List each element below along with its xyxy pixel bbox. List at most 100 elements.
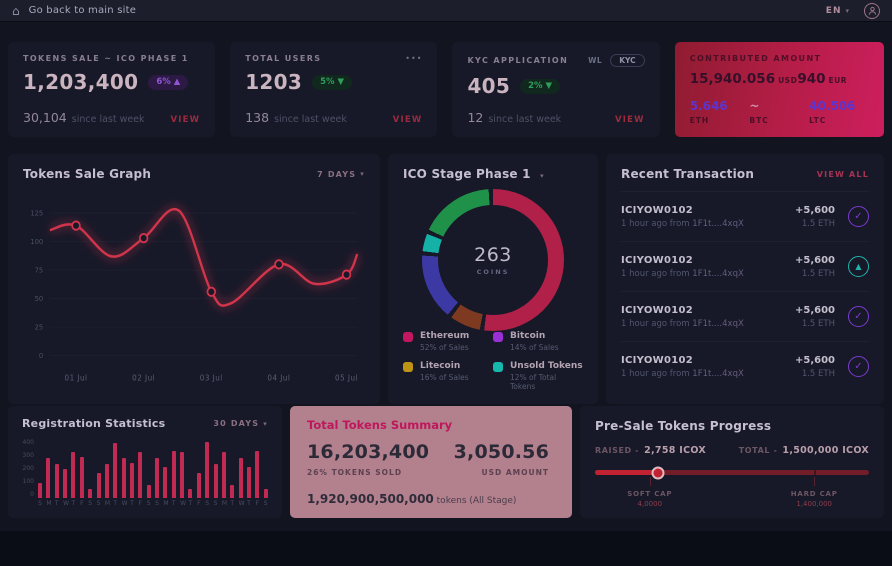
footer-strip [0,531,892,566]
donut-center: 263 COINS [422,189,564,331]
hard-cap-label: HARD CAP [790,490,838,498]
svg-text:125: 125 [30,209,43,217]
eur-unit: EUR [828,76,847,85]
triangle-up-icon: ▲ [848,256,869,277]
total-label: TOTAL - [738,446,778,455]
card-label: KYC APPLICATION [467,56,569,65]
tokens-sold-label: 26% TOKENS SOLD [307,468,403,477]
ethereum-swatch [403,332,413,342]
change-badge: 2% ▼ [520,78,561,94]
eth-unit: ETH [689,116,710,125]
legend-name: Litecoin [420,361,461,371]
transaction-eth: 1.5 ETH [801,318,835,329]
ico-stage-panel: ICO Stage Phase 1 ▾ 263 COINS Ethereum 5… [388,154,598,404]
transaction-eth: 1.5 ETH [801,368,835,379]
delta-value: 30,104 [23,110,67,125]
total-users-value: 1203 [245,70,303,94]
transaction-row[interactable]: ICIYOW0102 1 hour ago from 1F1t....4xqX … [621,291,869,341]
usd-unit: USD [778,76,798,85]
bottom-row: Registration Statistics 30 DAYS ▾ 400 300… [8,406,884,518]
tokens-sold-value: 16,203,400 [307,441,430,463]
total-value: 1,500,000 ICOX [782,445,869,456]
hard-cap-notch [814,470,817,475]
hard-cap-tick [814,477,816,486]
view-all-button[interactable]: VIEW ALL [816,169,869,179]
svg-text:05 Jul: 05 Jul [335,373,358,382]
raised-label: RAISED - [595,446,640,455]
donut-legend: Ethereum 52% of Sales Bitcoin 14% of Sal… [403,331,583,391]
range-label: 7 DAYS [317,169,357,179]
soft-cap: SOFT CAP 4,0000 [627,490,672,508]
slider-handle[interactable] [651,466,665,479]
tokens-sale-graph-panel: Tokens Sale Graph 7 DAYS ▾ 0 25 50 75 100 125… [8,154,380,404]
legend-item-unsold-tokens: Unsold Tokens 12% of Total Tokens [493,361,583,391]
transaction-id: ICIYOW0102 [621,254,694,266]
soft-cap-label: SOFT CAP [627,490,673,498]
check-icon: ✓ [848,306,869,327]
transaction-row[interactable]: ICIYOW0102 1 hour ago from 1F1t....4xqX … [621,191,869,241]
home-icon[interactable]: ⌂ [12,3,20,18]
stats-row: TOKENS SALE ~ ICO PHASE 1 1,203,400 6% ▲… [8,42,884,137]
view-button[interactable]: VIEW [170,115,201,125]
transaction-eth: 1.5 ETH [801,268,835,279]
transaction-time: 1 hour ago from [621,268,690,279]
transaction-row[interactable]: ICIYOW0102 1 hour ago from 1F1t....4xqX … [621,341,869,391]
transaction-row[interactable]: ICIYOW0102 1 hour ago from 1F1t....4xqX … [621,241,869,291]
range-dropdown[interactable]: 7 DAYS ▾ [317,170,365,179]
hard-cap: HARD CAP 1,400,000 [791,490,838,508]
bars [38,439,268,498]
btc-amount: ~ BTC [749,99,809,125]
panel-title: Recent Transaction [621,167,755,181]
svg-text:0: 0 [39,352,43,360]
more-menu-icon[interactable]: ••• [405,54,423,63]
soft-cap-tick [649,477,651,486]
language-selector[interactable]: EN ▾ [826,6,850,16]
topbar: ⌂ Go back to main site EN ▾ [0,0,892,22]
range-label: 30 DAYS [213,419,260,428]
donut-hole [438,205,548,315]
view-button[interactable]: VIEW [614,115,645,125]
chevron-down-icon: ▾ [540,172,544,180]
presale-progress-panel: Pre-Sale Tokens Progress RAISED - 2,758 … [580,406,884,518]
svg-text:03 Jul: 03 Jul [200,373,223,382]
delta-text: since last week [488,114,562,125]
bar-chart-y-axis: 400 300 200 100 0 [22,439,34,498]
transaction-eth: 1.5 ETH [801,218,835,229]
back-to-main-site-link[interactable]: Go back to main site [28,5,137,16]
transaction-address: 1F1t....4xqX [692,318,744,329]
hard-cap-value: 1,400,000 [796,500,832,508]
soft-cap-value: 4,0000 [637,500,663,508]
transaction-amount: +5,600 [794,204,835,216]
panel-title[interactable]: ICO Stage Phase 1 ▾ [403,167,544,181]
svg-text:01 Jul: 01 Jul [65,373,88,382]
unsold-tokens-swatch [493,362,503,372]
legend-item-ethereum: Ethereum 52% of Sales [403,331,493,352]
total-tokens-note: (All Stage) [469,496,517,506]
svg-text:04 Jul: 04 Jul [267,373,290,382]
transaction-address: 1F1t....4xqX [692,268,744,279]
ltc-amount: 40.506 LTC [809,99,869,125]
card-total-users: TOTAL USERS ••• 1203 5% ▼ 138 since last… [230,42,438,137]
transaction-amount: +5,600 [794,354,835,366]
delta-value: 12 [467,110,484,125]
tokens-sale-value: 1,203,400 [23,70,139,94]
wl-tab[interactable]: WL [588,56,603,65]
panel-title: Tokens Sale Graph [23,167,152,181]
slider-fill [595,470,659,475]
legend-name: Ethereum [420,331,470,341]
panel-title: Registration Statistics [22,417,166,430]
kyc-tab[interactable]: KYC [610,54,645,67]
view-button[interactable]: VIEW [392,115,423,125]
total-tokens-value: 1,920,900,500,000 [307,492,434,506]
card-label: TOKENS SALE ~ ICO PHASE 1 [23,54,189,63]
svg-text:25: 25 [35,323,44,331]
litecoin-swatch [403,362,413,372]
transaction-amount: +5,600 [794,304,835,316]
legend-detail: 14% of Sales [510,343,559,352]
ltc-unit: LTC [809,116,827,125]
range-dropdown[interactable]: 30 DAYS ▾ [213,419,268,428]
user-avatar[interactable] [864,2,880,19]
usd-amount-label: USD AMOUNT [481,468,549,477]
panel-title: Total Tokens Summary [307,418,453,432]
legend-detail: 12% of Total Tokens [510,373,557,391]
